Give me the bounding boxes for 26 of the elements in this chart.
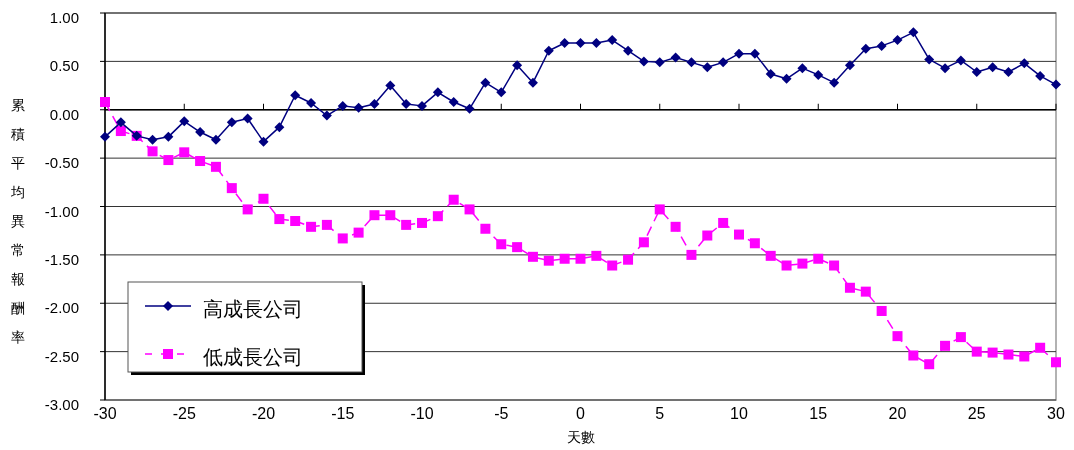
legend-label: 低成長公司 [203, 345, 303, 369]
y-tick-label: 1.00 [49, 9, 79, 26]
x-tick-label: -5 [494, 405, 509, 422]
y-tick-label: -1.50 [44, 250, 79, 268]
x-tick-label: -20 [251, 405, 276, 422]
y-tick-label: -1.00 [44, 202, 79, 220]
text: 累積平均異常報酬率 [11, 97, 25, 345]
x-tick-label: 25 [967, 405, 986, 422]
y-tick-label: -2.00 [44, 299, 79, 317]
y-tick-label: 0.00 [49, 105, 79, 123]
y-tick-label: -3.00 [44, 396, 79, 413]
x-tick-label: 5 [655, 405, 665, 422]
x-tick-label: -15 [331, 405, 355, 422]
y-tick-label: 0.50 [49, 57, 79, 75]
x-tick-label: 30 [1047, 405, 1065, 422]
y-tick-label: -2.50 [44, 347, 79, 365]
x-tick-label: 0 [576, 405, 586, 422]
x-tick-label: 10 [730, 405, 748, 422]
x-tick-label: 15 [809, 405, 828, 422]
x-tick-label: -10 [410, 405, 434, 422]
x-tick-label: -30 [93, 405, 117, 422]
x-tick-label: -25 [172, 405, 196, 422]
legend-label: 高成長公司 [203, 297, 303, 321]
x-axis-title: 天數 [566, 429, 595, 445]
x-tick-label: 20 [888, 405, 907, 422]
y-tick-label: -0.50 [44, 154, 79, 172]
